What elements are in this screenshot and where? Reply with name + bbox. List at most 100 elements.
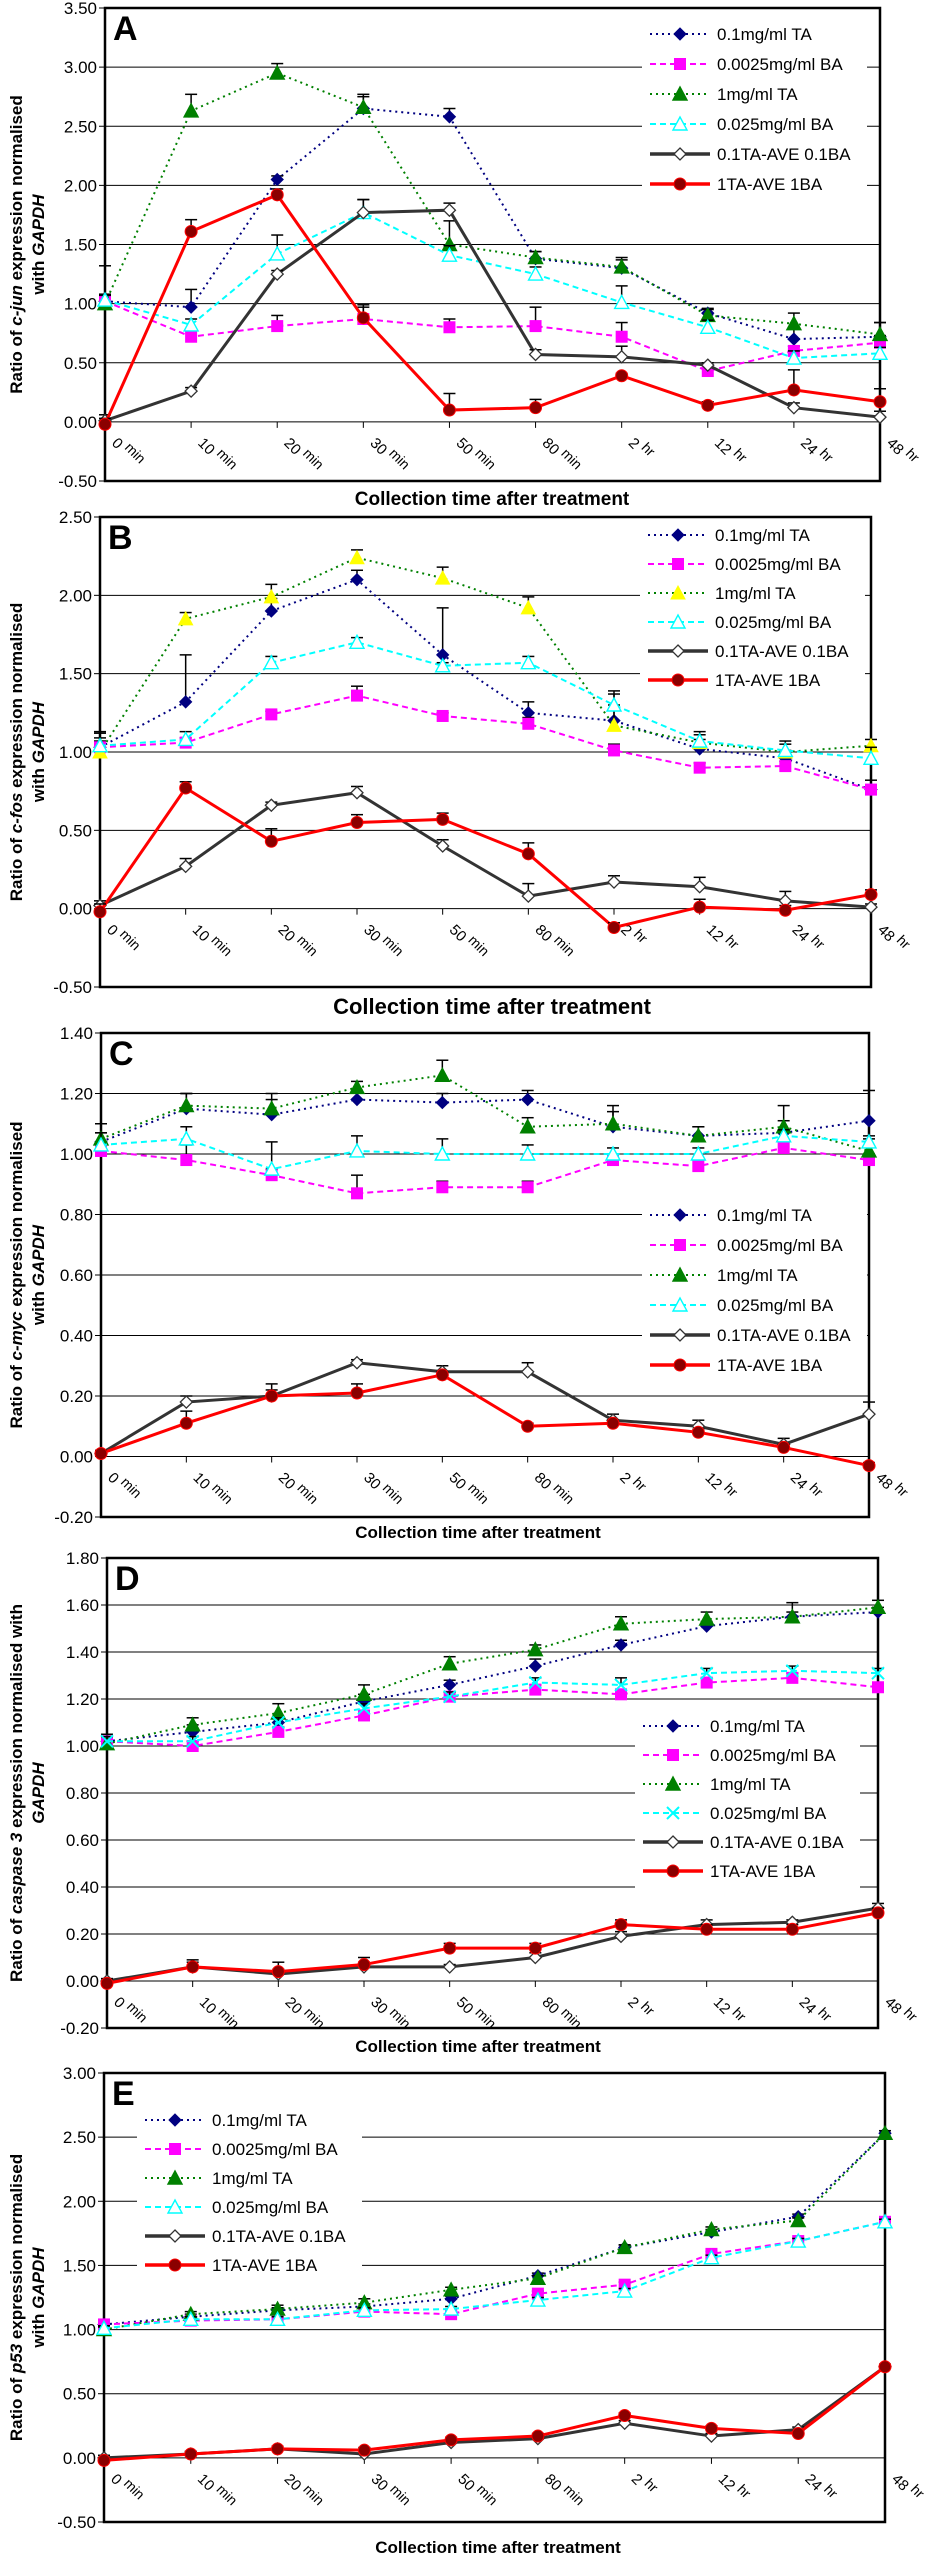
x-tick-label: 2hr [624, 1990, 658, 2024]
data-point [520, 1092, 535, 1107]
data-point [527, 1641, 544, 1657]
data-point [441, 1655, 458, 1671]
data-point [791, 2426, 805, 2440]
data-point [357, 1701, 371, 1716]
data-point [614, 1638, 628, 1652]
data-point [862, 749, 880, 765]
legend-marker [666, 1719, 680, 1733]
y-tick-label: 2.00 [64, 176, 97, 195]
series-1mg-ml-ta [98, 1598, 887, 1751]
x-tick-label: 30min [368, 2466, 415, 2513]
x-tick-label: 24hr [796, 1990, 836, 2030]
y-tick-label: 1.50 [64, 236, 97, 255]
data-point [521, 1181, 534, 1194]
series-0-0025mg-ml-ba [94, 685, 877, 796]
y-tick-label: 0.00 [60, 1448, 93, 1467]
data-point [350, 1355, 364, 1370]
data-point [91, 737, 109, 753]
data-point [860, 1133, 878, 1149]
data-point [434, 1066, 451, 1083]
data-point [358, 1709, 370, 1722]
panel-letter: B [108, 519, 133, 557]
y-axis-label-line2: with GAPDH [29, 1224, 48, 1326]
data-point [704, 2421, 718, 2435]
data-point [177, 610, 194, 626]
x-tick-label: 12hr [710, 1990, 750, 2030]
data-point [178, 1130, 195, 1146]
series-line [104, 300, 881, 373]
data-point [614, 349, 629, 364]
x-axis-title: Collection time after treatment [375, 2538, 621, 2557]
data-point [777, 1141, 790, 1154]
legend-marker [664, 1775, 682, 1791]
y-tick-label: 1.00 [60, 1145, 93, 1164]
legend-label: 0.1TA-AVE 0.1BA [710, 1833, 844, 1852]
data-point [871, 325, 889, 342]
legend-item: 0.025mg/ml BA [145, 2198, 329, 2217]
series-1ta-ave-1ba [98, 188, 887, 431]
legend: 0.1mg/ml TA 0.0025mg/ml BA 1mg/ml TA 0.025m… [137, 2103, 362, 2284]
data-point [349, 549, 365, 565]
legend-label: 0.1TA-AVE 0.1BA [212, 2227, 346, 2246]
data-point [98, 417, 112, 431]
legend-label: 1TA-AVE 1BA [717, 175, 823, 194]
data-point [614, 1678, 628, 1692]
data-point [357, 1958, 371, 1972]
x-tick-label: 20min [280, 430, 327, 477]
data-point [270, 172, 284, 187]
data-point [613, 258, 630, 274]
data-point [528, 347, 543, 362]
x-tick-label: 2hr [628, 2466, 662, 2500]
x-tick-label: 2hr [616, 1465, 650, 1499]
y-axis-label: Ratio of c-myc expression normalised [7, 1121, 26, 1428]
x-tick-label: 10min [194, 2466, 241, 2513]
series-0-1ta-ave-0-1ba [100, 1901, 885, 1988]
data-point [442, 1959, 457, 1974]
legend-marker [674, 58, 686, 70]
data-point [862, 1407, 876, 1422]
legend-label: 0.1mg/ml TA [715, 526, 810, 545]
x-tick-label: 50min [446, 917, 493, 964]
y-tick-label: 1.60 [66, 1596, 99, 1615]
legend-label: 0.0025mg/ml BA [715, 555, 841, 574]
data-point [615, 1688, 627, 1701]
data-point [862, 1459, 876, 1473]
series-0-0025mg-ml-ba [95, 1141, 875, 1200]
y-tick-label: 2.00 [59, 586, 92, 605]
data-point [864, 900, 878, 915]
series-0-025mg-ml-ba [92, 1126, 878, 1176]
data-point [271, 2442, 285, 2456]
data-point [691, 1425, 705, 1439]
series-line [106, 1676, 879, 1748]
x-tick-label: 20min [275, 1465, 322, 1512]
y-tick-label: 1.00 [66, 1737, 99, 1756]
data-point [271, 320, 284, 333]
series-line [100, 1134, 870, 1171]
x-tick-label: 24hr [801, 2466, 841, 2506]
data-point [442, 1689, 457, 1704]
data-point [876, 2213, 894, 2229]
legend-marker [672, 558, 684, 570]
legend-marker [673, 1208, 687, 1222]
legend-marker [169, 2143, 181, 2155]
data-point [699, 1666, 714, 1680]
legend-item: 1mg/ml TA [643, 1775, 791, 1794]
data-point [98, 1735, 116, 1751]
series-1ta-ave-1ba [97, 2360, 892, 2467]
legend-label: 0.0025mg/ml BA [717, 1236, 843, 1255]
data-point [608, 744, 620, 757]
legend-item: 0.1mg/ml TA [648, 526, 810, 545]
data-point [615, 330, 628, 343]
y-tick-label: 1.50 [59, 665, 92, 684]
data-point [434, 1145, 451, 1161]
data-point [784, 1608, 801, 1624]
legend-marker [667, 1749, 679, 1761]
y-tick-label: 3.00 [63, 2064, 96, 2083]
data-point [519, 1118, 536, 1134]
legend-label: 1TA-AVE 1BA [212, 2256, 318, 2275]
data-point [178, 859, 193, 874]
data-point [865, 783, 877, 796]
series-line [106, 1611, 879, 1743]
data-point [529, 2291, 547, 2307]
legend-label: 1mg/ml TA [717, 1266, 798, 1285]
